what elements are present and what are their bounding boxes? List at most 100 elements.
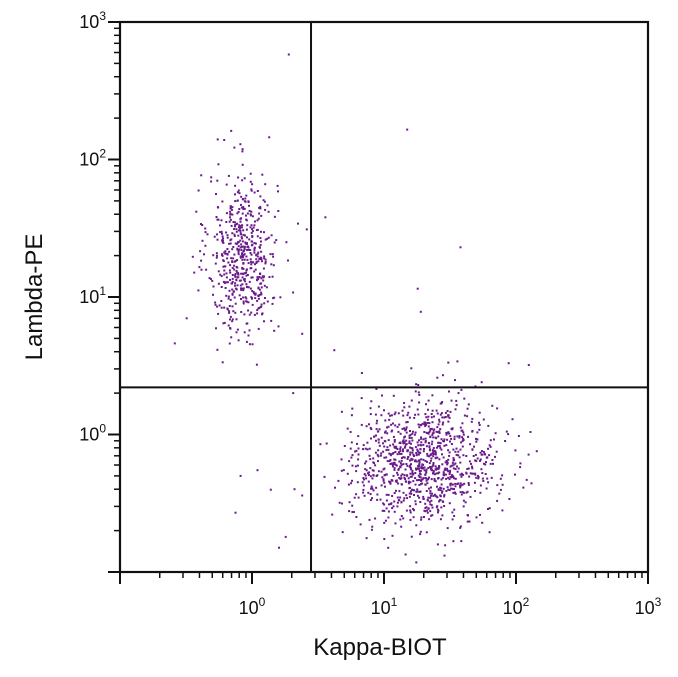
data-point (448, 390, 450, 393)
data-point (376, 498, 379, 501)
data-point (262, 267, 265, 270)
data-point (241, 179, 244, 182)
data-point (245, 228, 248, 231)
data-point (452, 459, 455, 462)
data-point (222, 265, 225, 268)
data-point (216, 305, 219, 308)
data-point (420, 441, 423, 444)
data-point (427, 408, 429, 411)
data-point (350, 482, 353, 485)
data-point (247, 334, 250, 337)
data-point (217, 312, 220, 315)
data-point (375, 428, 378, 431)
data-point (277, 210, 280, 212)
data-point (246, 258, 249, 261)
data-point (411, 449, 414, 452)
data-point (227, 174, 230, 177)
data-point (387, 439, 390, 442)
data-point (386, 460, 389, 463)
data-point (408, 442, 411, 445)
data-point (421, 422, 424, 425)
data-point (394, 424, 397, 427)
data-point (248, 238, 251, 241)
data-point (371, 497, 373, 500)
data-point (264, 183, 267, 186)
data-point (479, 451, 482, 454)
data-point (231, 292, 234, 295)
data-point (319, 443, 322, 446)
data-point (342, 469, 345, 472)
data-point (368, 454, 371, 457)
data-point (430, 427, 433, 430)
data-point (253, 242, 256, 244)
data-point (474, 459, 477, 462)
data-point (415, 453, 418, 456)
data-point (478, 424, 481, 426)
data-point (409, 518, 412, 521)
plot-area-background (120, 22, 648, 572)
data-point (216, 348, 219, 351)
data-point (429, 427, 432, 430)
data-point (430, 486, 432, 489)
data-point (225, 272, 228, 275)
data-point (246, 249, 249, 251)
data-point (216, 179, 219, 182)
data-point (481, 521, 484, 524)
data-point (229, 242, 232, 245)
data-point (456, 470, 459, 473)
data-point (385, 499, 388, 502)
data-point (374, 464, 377, 467)
data-point (424, 473, 427, 476)
data-point (387, 412, 390, 415)
data-point (255, 258, 258, 261)
data-point (418, 460, 421, 463)
data-point (471, 448, 474, 451)
data-point (399, 462, 402, 465)
data-point (191, 255, 194, 258)
data-point (266, 204, 269, 207)
data-point (220, 219, 223, 222)
data-point (238, 192, 241, 195)
data-point (454, 492, 457, 495)
data-point (413, 416, 416, 419)
data-point (228, 310, 231, 313)
data-point (436, 508, 439, 511)
data-point (415, 383, 418, 386)
data-point (259, 258, 262, 261)
data-point (424, 507, 427, 509)
data-point (219, 224, 221, 227)
data-point (459, 482, 462, 485)
data-point (449, 465, 452, 468)
data-point (245, 322, 248, 325)
data-point (398, 423, 401, 426)
data-point (415, 561, 418, 564)
data-point (254, 292, 257, 295)
data-point (277, 190, 279, 193)
data-point (491, 459, 494, 461)
data-point (377, 460, 379, 463)
data-point (301, 494, 304, 497)
data-point (381, 476, 384, 479)
data-point (422, 498, 425, 500)
data-point (429, 435, 432, 438)
data-point (229, 218, 232, 221)
data-point (272, 255, 275, 258)
data-point (240, 243, 243, 246)
data-point (441, 453, 443, 456)
data-point (297, 222, 299, 225)
data-point (247, 309, 250, 312)
data-point (266, 300, 269, 303)
data-point (443, 438, 446, 441)
data-point (407, 456, 410, 458)
data-point (385, 507, 388, 510)
data-point (414, 459, 417, 462)
data-point (426, 421, 429, 424)
data-point (475, 476, 478, 479)
data-point (244, 197, 247, 200)
data-point (185, 317, 188, 320)
data-point (514, 449, 517, 452)
data-point (412, 473, 415, 476)
data-point (389, 459, 392, 461)
data-point (258, 307, 261, 309)
data-point (253, 270, 256, 273)
